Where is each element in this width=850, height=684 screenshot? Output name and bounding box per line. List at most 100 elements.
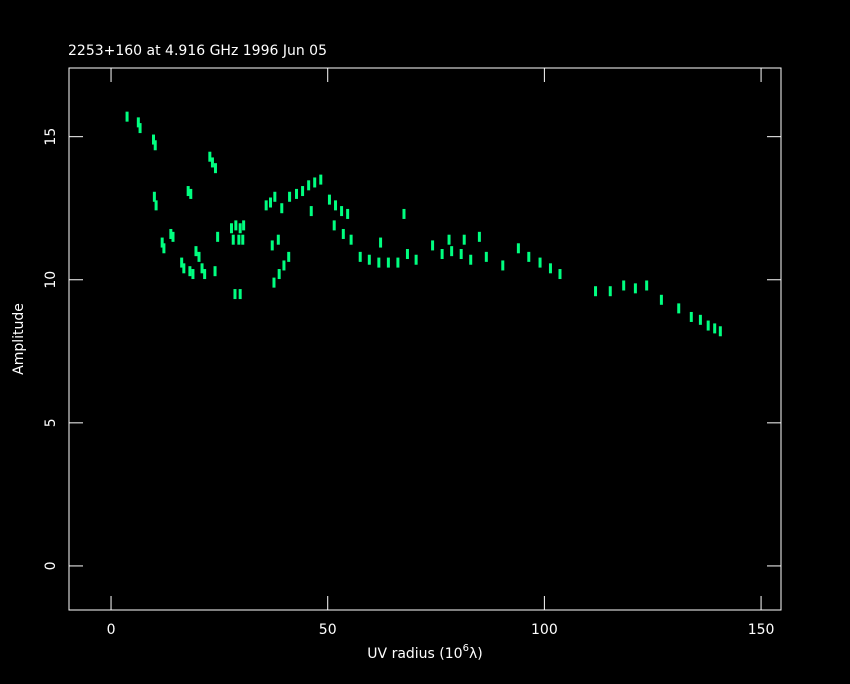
data-point: [138, 123, 142, 134]
data-point: [319, 174, 323, 185]
y-axis-label: Amplitude: [11, 303, 27, 375]
data-point: [358, 251, 362, 262]
data-point: [377, 257, 381, 268]
data-point: [280, 203, 284, 214]
data-point: [367, 254, 371, 265]
data-point: [332, 220, 336, 231]
data-point: [659, 294, 663, 305]
data-point: [231, 234, 235, 245]
data-point: [191, 269, 195, 280]
data-point: [162, 243, 166, 254]
x-tick-label: 0: [107, 622, 116, 638]
plot-frame: [68, 67, 782, 611]
data-point: [277, 269, 281, 280]
data-point: [136, 117, 140, 128]
data-point: [402, 208, 406, 219]
data-point: [301, 186, 305, 197]
data-point: [213, 163, 217, 174]
data-point: [125, 111, 129, 122]
y-tick-label: 15: [43, 128, 59, 146]
data-point: [527, 251, 531, 262]
data-point: [197, 251, 201, 262]
chart-title: 2253+160 at 4.916 GHz 1996 Jun 05: [68, 43, 327, 59]
data-point: [234, 220, 238, 231]
data-point: [608, 286, 612, 297]
data-point: [200, 263, 204, 274]
data-point: [171, 231, 175, 242]
data-point: [233, 289, 237, 300]
data-point: [189, 188, 193, 199]
data-point: [718, 326, 722, 337]
data-point: [276, 234, 280, 245]
data-point: [160, 237, 164, 248]
data-point: [501, 260, 505, 271]
data-point: [230, 223, 234, 234]
data-point: [154, 200, 158, 211]
data-point: [484, 251, 488, 262]
data-point: [327, 194, 331, 205]
data-point: [208, 151, 212, 162]
data-point: [295, 188, 299, 199]
data-point: [447, 234, 451, 245]
data-point: [153, 140, 157, 151]
x-axis-label: UV radius (106λ): [367, 643, 482, 662]
data-point: [270, 240, 274, 251]
data-point: [288, 191, 292, 202]
x-label-exponent: 6: [463, 643, 469, 654]
data-point: [622, 280, 626, 291]
data-point: [713, 323, 717, 334]
data-point: [282, 260, 286, 271]
data-point: [459, 249, 463, 260]
data-point: [431, 240, 435, 251]
data-point: [706, 320, 710, 331]
y-tick-label: 0: [43, 561, 59, 570]
x-tick-label: 50: [319, 622, 337, 638]
data-point: [203, 269, 207, 280]
x-tick-label: 150: [748, 622, 775, 638]
data-point: [152, 134, 156, 145]
data-point: [213, 266, 217, 277]
data-point: [379, 237, 383, 248]
y-tick-label: 5: [43, 418, 59, 427]
data-point: [186, 186, 190, 197]
data-point: [689, 311, 693, 322]
data-point: [269, 197, 273, 208]
data-point: [594, 286, 598, 297]
data-point: [477, 231, 481, 242]
x-label-unit: λ): [469, 646, 483, 662]
data-point: [548, 263, 552, 274]
data-point: [462, 234, 466, 245]
data-point: [405, 249, 409, 260]
data-point: [238, 289, 242, 300]
y-tick-label: 10: [43, 271, 59, 289]
data-point: [287, 251, 291, 262]
data-point: [242, 220, 246, 231]
data-point: [538, 257, 542, 268]
data-point: [645, 280, 649, 291]
data-point: [633, 283, 637, 294]
data-point: [677, 303, 681, 314]
data-point: [264, 200, 268, 211]
data-point: [414, 254, 418, 265]
data-point: [309, 206, 313, 217]
data-point: [334, 200, 338, 211]
data-point: [341, 228, 345, 239]
data-point: [698, 314, 702, 325]
data-point: [396, 257, 400, 268]
data-point: [188, 266, 192, 277]
data-point: [340, 206, 344, 217]
data-point: [450, 246, 454, 257]
data-point: [180, 257, 184, 268]
data-point: [440, 249, 444, 260]
data-point: [238, 223, 242, 234]
data-point: [152, 191, 156, 202]
data-point: [210, 157, 214, 168]
x-label-text: UV radius (10: [367, 646, 462, 662]
data-point: [349, 234, 353, 245]
data-point: [558, 269, 562, 280]
data-point: [307, 180, 311, 191]
data-point: [241, 234, 245, 245]
data-point: [273, 191, 277, 202]
